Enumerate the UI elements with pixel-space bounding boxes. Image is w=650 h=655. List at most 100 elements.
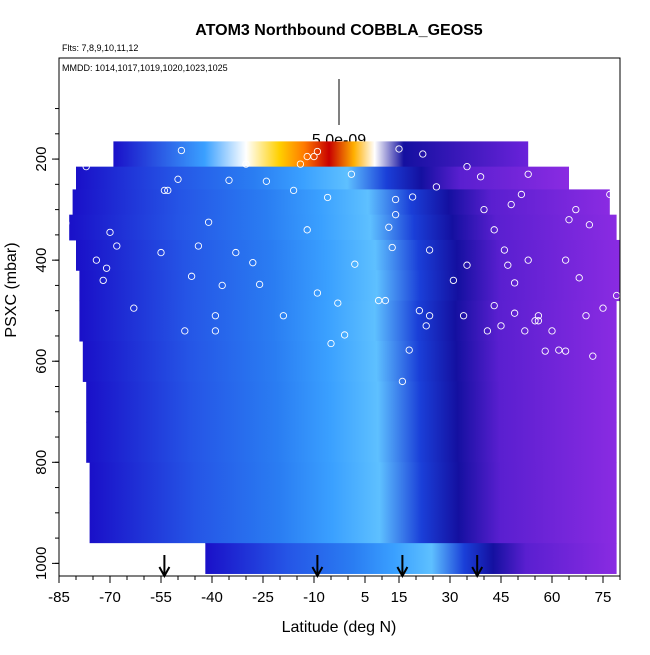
observation-point [130, 304, 138, 312]
x-tick-label: 15 [391, 589, 408, 606]
observation-point [449, 276, 458, 285]
observation-point [242, 160, 250, 168]
observation-point [102, 264, 111, 272]
x-tick-label: -40 [201, 589, 223, 606]
observation-point [534, 317, 543, 325]
observation-point [289, 186, 298, 195]
observation-point [303, 226, 311, 234]
observation-point [548, 327, 556, 335]
observation-point [92, 256, 101, 264]
observation-point [62, 219, 70, 227]
observation-point [561, 256, 570, 264]
observation-point [555, 346, 563, 354]
x-axis: -85 -70 -55 -40 -25 -10 5 15 30 45 60 75 [48, 576, 621, 606]
heatmap-band [76, 239, 620, 271]
x-tick-label: 45 [493, 589, 510, 606]
observation-point [296, 160, 305, 168]
observation-point [351, 260, 359, 268]
heatmap-layer [59, 141, 620, 576]
y-tick-label: 1000 [33, 547, 50, 580]
heatmap-band [89, 502, 617, 544]
y-tick-label: 400 [33, 248, 50, 273]
heatmap-no-data [59, 543, 206, 576]
observation-point [463, 163, 471, 171]
observation-point [408, 193, 417, 201]
observation-point [415, 307, 424, 315]
observation-point [425, 312, 434, 320]
observation-point [606, 190, 614, 199]
observation-point [476, 173, 485, 181]
observation-point [572, 205, 580, 214]
observation-point [181, 327, 189, 335]
observation-point [419, 150, 427, 158]
y-axis: 200 400 600 800 1000 [33, 108, 59, 580]
observation-point [99, 276, 107, 285]
x-tick-label: -70 [99, 589, 121, 606]
y-axis-label: PSXC (mbar) [3, 242, 20, 337]
observation-point [187, 272, 196, 280]
observation-point [483, 327, 492, 335]
observation-point [194, 242, 203, 250]
x-tick-label: 60 [544, 589, 561, 606]
observation-point [334, 299, 342, 307]
observation-point [255, 280, 264, 289]
observation-point [599, 304, 607, 312]
observation-point [398, 377, 407, 386]
observation-point [510, 279, 519, 287]
y-tick-label: 800 [33, 450, 50, 475]
flights-note: Flts: 7,8,9,10,11,12 [62, 43, 138, 53]
x-axis-label: Latitude (deg N) [282, 619, 397, 636]
observation-point [524, 170, 532, 178]
observation-point [534, 312, 543, 320]
observation-point [504, 261, 512, 269]
x-tick-label: 30 [442, 589, 459, 606]
observation-point [218, 281, 226, 290]
observation-point [160, 186, 169, 195]
observation-point [313, 147, 322, 156]
x-tick-label: -55 [150, 589, 172, 606]
observation-point [507, 200, 515, 209]
observation-point [517, 190, 526, 199]
observation-point [589, 352, 597, 360]
observation-point [391, 211, 400, 219]
observation-point [391, 195, 400, 204]
observation-point [204, 218, 213, 226]
observation-point [323, 193, 332, 202]
observation-point [565, 216, 573, 224]
observation-point [174, 175, 182, 183]
observation-point [347, 170, 356, 178]
observation-point [480, 205, 488, 214]
observation-point [65, 163, 73, 171]
observation-point [327, 339, 335, 348]
heatmap-band [86, 381, 617, 423]
x-tick-label: -25 [252, 589, 274, 606]
observation-point [106, 228, 114, 237]
observation-point [541, 347, 549, 355]
observation-point [388, 243, 396, 252]
heatmap-band [72, 189, 610, 216]
observation-point [524, 256, 532, 264]
y-tick-label: 600 [33, 349, 50, 374]
y-tick-label: 200 [33, 147, 50, 172]
observation-point [500, 246, 509, 254]
observation-point [313, 289, 322, 297]
observation-point [340, 331, 349, 339]
observation-point [585, 221, 594, 229]
observation-point [157, 248, 165, 257]
observation-point [521, 327, 529, 335]
observation-point [82, 163, 90, 171]
observation-point [497, 322, 505, 330]
observation-point [459, 312, 468, 320]
observation-point [490, 301, 498, 310]
heatmap-band [205, 543, 617, 574]
observation-point [279, 312, 288, 320]
observation-point [225, 176, 233, 184]
observation-point [395, 145, 403, 153]
observation-point [463, 261, 471, 269]
heatmap-band [86, 421, 617, 463]
x-tick-label: -85 [48, 589, 70, 606]
heatmap-band [113, 141, 529, 168]
observation-point [422, 322, 430, 330]
